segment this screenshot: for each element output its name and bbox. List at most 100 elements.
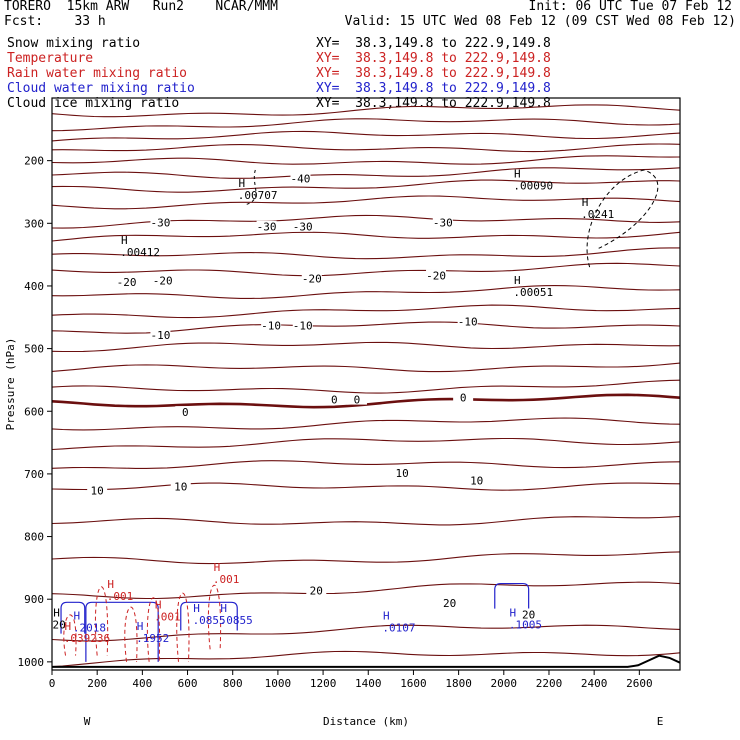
contour-label-mask: [392, 466, 413, 478]
maximum-value: .039236: [64, 632, 110, 645]
maximum-value: .00090: [513, 180, 553, 193]
temperature-contour: [51, 104, 681, 118]
contour-label: -10: [150, 329, 170, 342]
temperature-contour: [51, 341, 681, 353]
rain-water-contour: [176, 592, 190, 662]
east-end-label: E: [657, 715, 664, 728]
x-tick-label: 400: [132, 677, 152, 690]
x-tick-label: 2600: [626, 677, 653, 690]
maximum-value: .00707: [238, 189, 278, 202]
variable-name: Temperature: [7, 51, 94, 66]
rain-water-contour: [94, 586, 109, 656]
y-tick-label: 200: [24, 155, 44, 168]
maximum-marker: H: [238, 177, 245, 190]
temperature-contour: [51, 581, 681, 600]
maximum-marker: H: [514, 168, 521, 181]
maximum-value: 20: [53, 618, 66, 631]
contour-label-mask: [426, 269, 447, 281]
contour-label-mask: [301, 272, 322, 284]
maximum-marker: H: [514, 274, 521, 287]
contour-label: 10: [91, 484, 104, 497]
maximum-value: .001: [213, 573, 240, 586]
x-tick-label: 2000: [491, 677, 518, 690]
temperature-contour: [51, 650, 681, 668]
contour-label-mask: [306, 584, 327, 596]
x-axis-title: Distance (km): [323, 715, 409, 728]
x-tick-label: 2200: [536, 677, 563, 690]
maximum-marker: H: [214, 561, 221, 574]
contour-label: -30: [293, 221, 313, 234]
temperature-contour: [51, 624, 681, 642]
temperature-contour: [51, 379, 681, 394]
contour-label-mask: [290, 172, 311, 184]
contour-label-mask: [432, 216, 453, 228]
temperature-contour: [51, 167, 681, 179]
temperature-contour: [51, 143, 681, 153]
contour-label-mask: [116, 275, 137, 287]
variable-name: Cloud water mixing ratio: [7, 81, 195, 96]
maximum-marker: H: [510, 606, 517, 619]
cloud-ice-contour: [586, 169, 659, 268]
maximum-marker: H: [137, 620, 144, 633]
x-tick-label: 1400: [355, 677, 382, 690]
cloud-water-contour: [180, 601, 238, 631]
maximum-marker: H: [220, 602, 227, 615]
maximum-value: .0107: [382, 621, 415, 634]
rain-water-contour: [146, 597, 161, 662]
y-tick-label: 500: [24, 343, 44, 356]
x-tick-label: 0: [49, 677, 56, 690]
contour-label: 0: [460, 392, 467, 405]
contour-label-mask: [439, 597, 460, 609]
variable-section-coords: XY= 38.3,149.8 to 222.9,149.8: [316, 36, 551, 51]
contour-label-mask: [175, 406, 196, 418]
contour-label-mask: [150, 216, 171, 228]
temperature-contour: [51, 179, 681, 193]
maximum-value: .0855: [220, 614, 253, 627]
contour-label-mask: [256, 220, 277, 232]
y-tick-label: 600: [24, 405, 44, 418]
x-tick-label: 1200: [310, 677, 337, 690]
x-tick-label: 2400: [581, 677, 608, 690]
maximum-value: .001: [107, 590, 134, 603]
maximum-value: .0855: [193, 614, 226, 627]
contour-label-mask: [453, 391, 474, 403]
cloud-ice-contour: [246, 169, 257, 205]
rain-water-contour: [207, 584, 222, 650]
contour-label-mask: [261, 319, 282, 331]
temperature-contour: [51, 285, 681, 299]
temperature-contour: [51, 231, 681, 242]
temperature-contour: [51, 460, 681, 469]
temperature-contour: [51, 262, 681, 277]
temperature-contour: [51, 482, 681, 491]
contour-label-mask: [170, 480, 191, 492]
contour-label: -30: [150, 216, 170, 229]
variable-section-coords: XY= 38.3,149.8 to 222.9,149.8: [316, 51, 551, 66]
maximum-marker: H: [383, 609, 390, 622]
x-tick-label: 200: [87, 677, 107, 690]
contour-label-mask: [87, 484, 108, 496]
temperature-contour: [51, 321, 681, 334]
header-init-line: TORERO 15km ARW Run2 NCAR/MMM: [4, 0, 278, 14]
temperature-contour: [51, 417, 681, 431]
x-tick-label: 1000: [265, 677, 292, 690]
contour-label-mask: [152, 274, 173, 286]
temperature-contour: [51, 437, 681, 451]
maximum-value: .0241: [581, 208, 614, 221]
contour-label: 20: [443, 597, 456, 610]
x-tick-label: 1600: [400, 677, 427, 690]
temperature-contour: [51, 195, 681, 210]
variable-name: Rain water mixing ratio: [7, 66, 188, 81]
y-tick-label: 700: [24, 468, 44, 481]
contour-label: 0: [354, 394, 361, 407]
temperature-contour: [51, 130, 681, 142]
contour-label: 0: [182, 406, 189, 419]
contour-label: 10: [396, 467, 409, 480]
x-tick-label: 1800: [445, 677, 472, 690]
maximum-marker: H: [53, 606, 60, 619]
y-tick-label: 400: [24, 280, 44, 293]
maximum-marker: H: [582, 196, 589, 209]
variable-name: Snow mixing ratio: [7, 36, 141, 51]
y-tick-label: 800: [24, 531, 44, 544]
maximum-marker: H: [155, 599, 162, 612]
y-axis-title: Pressure (hPa): [4, 338, 17, 431]
